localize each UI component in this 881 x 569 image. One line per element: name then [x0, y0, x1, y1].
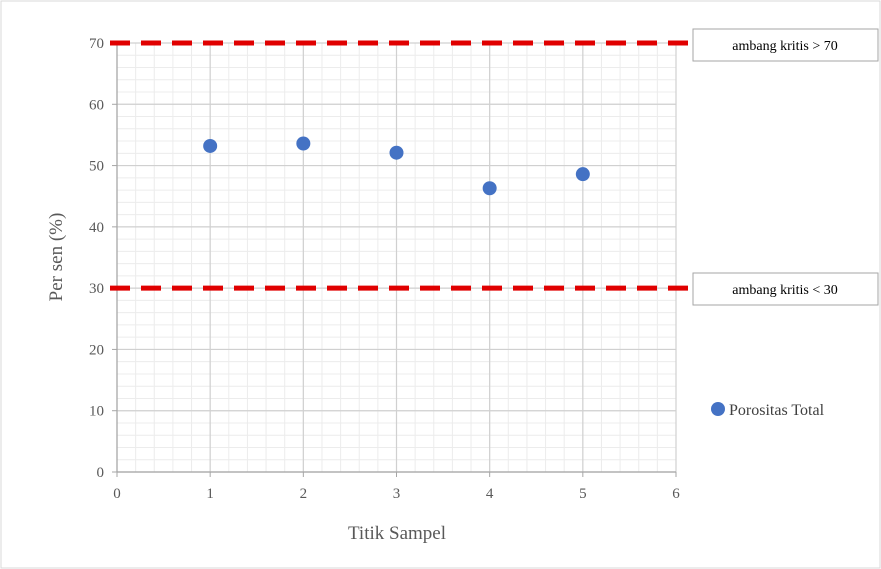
x-tick-label: 6 [672, 486, 680, 502]
x-tick-labels: 0 1 2 3 4 5 6 [113, 486, 680, 502]
legend-label-porositas: Porositas Total [729, 402, 825, 419]
annotation-box-upper [692, 28, 879, 62]
y-tick-labels: 0 10 20 30 40 50 60 70 [89, 36, 104, 481]
data-points [203, 136, 590, 196]
y-tick-label: 30 [89, 281, 104, 297]
annotation-lower-label: ambang kritis < 30 [732, 283, 838, 298]
x-tick-label: 2 [300, 486, 308, 502]
threshold-annotations: ambang kritis > 70 ambang kritis < 30 [692, 28, 879, 306]
x-axis-title: Titik Sampel [348, 523, 446, 544]
legend-marker-porositas [711, 402, 725, 416]
x-tick-label: 4 [486, 486, 494, 502]
annotation-box-lower [692, 272, 879, 306]
data-point [482, 181, 497, 196]
data-point [203, 138, 218, 153]
y-tick-label: 40 [89, 220, 104, 236]
data-point [575, 167, 590, 182]
x-tick-label: 1 [206, 486, 214, 502]
x-tick-label: 3 [393, 486, 401, 502]
x-tick-label: 0 [113, 486, 121, 502]
y-tick-label: 10 [89, 404, 104, 420]
legend: Porositas Total [711, 402, 825, 419]
data-point [389, 145, 404, 160]
x-tick-label: 5 [579, 486, 587, 502]
y-axis-title: Per sen (%) [46, 213, 67, 302]
y-tick-label: 60 [89, 97, 104, 113]
threshold-lines [110, 40, 690, 291]
y-tick-label: 0 [97, 465, 105, 481]
y-tick-label: 70 [89, 36, 104, 52]
data-point [296, 136, 311, 151]
y-tick-label: 20 [89, 342, 104, 358]
annotation-upper-label: ambang kritis > 70 [732, 39, 838, 54]
y-tick-label: 50 [89, 159, 104, 175]
